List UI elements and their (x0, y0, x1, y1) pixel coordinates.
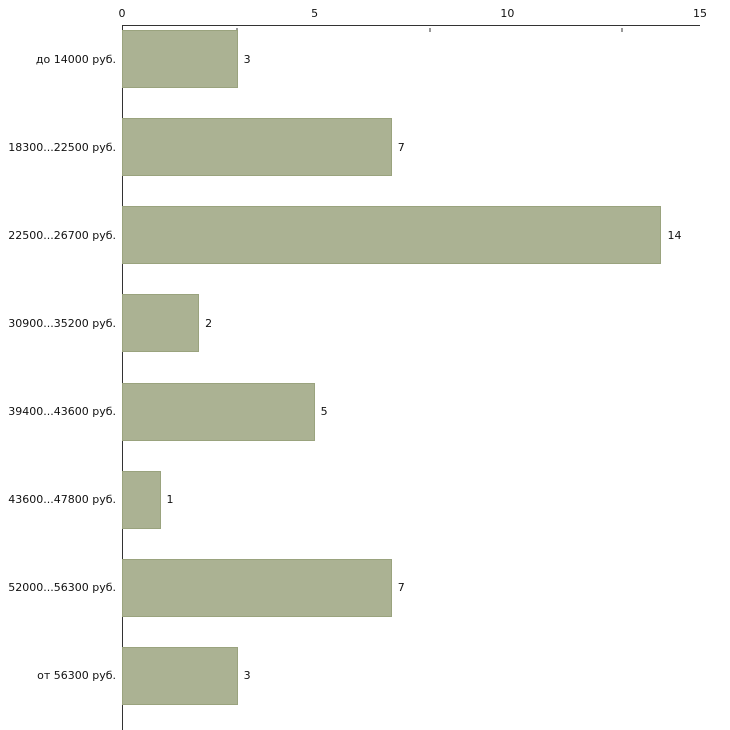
bar-row-line: до 14000 руб. 3 (0, 30, 700, 88)
value-label: 2 (205, 316, 213, 330)
category-label: до 14000 руб. (35, 52, 116, 66)
value-label: 14 (667, 228, 682, 242)
bar-area: 5 (122, 382, 700, 441)
category-label: 39400...43600 руб. (8, 405, 116, 418)
chart-row: 22500...26700 руб. 14 (0, 201, 700, 289)
x-tick-label: 15 (693, 7, 707, 20)
bar-row-line: 52000...56300 руб. 7 (0, 558, 700, 617)
bar-row-line: 18300...22500 руб. 7 (0, 118, 700, 177)
bar (122, 558, 392, 617)
bar-row-line: от 56300 руб. 3 (0, 646, 700, 705)
bar-row-line: 22500...26700 руб. 14 (0, 206, 700, 265)
x-tick-mark (429, 28, 431, 32)
y-axis-line (122, 25, 123, 730)
bar (122, 646, 238, 705)
chart-rows: до 14000 руб. 3 18300...22500 руб. 7 22500..… (0, 25, 700, 730)
value-label: 7 (397, 581, 405, 595)
x-axis-tick-labels: 0 5 10 15 (118, 7, 707, 32)
category-label: 43600...47800 руб. (8, 493, 116, 507)
category-label: 52000...56300 руб. (8, 581, 116, 595)
value-label: 7 (397, 140, 405, 154)
bar-area: 3 (122, 30, 700, 88)
category-label: от 56300 руб. (37, 669, 116, 683)
chart-row: 39400...43600 руб. 5 (0, 378, 700, 466)
chart-row: 30900...35200 руб. 2 (0, 289, 700, 377)
bar-row-line: 39400...43600 руб. 5 (0, 382, 700, 441)
chart-row: 43600...47800 руб. 1 (0, 466, 700, 554)
x-axis-line (122, 25, 700, 26)
bar (122, 118, 392, 177)
bar-area: 7 (122, 118, 700, 177)
category-label: 30900...35200 руб. (8, 316, 116, 330)
bar (122, 382, 315, 441)
chart-row: от 56300 руб. 3 (0, 642, 700, 730)
category-label: 18300...22500 руб. (8, 140, 116, 154)
bar-area: 7 (122, 558, 700, 617)
bar-area: 3 (122, 646, 700, 705)
chart-row: 18300...22500 руб. 7 (0, 113, 700, 201)
chart-row: 52000...56300 руб. 7 (0, 554, 700, 642)
x-tick-label: 10 (500, 7, 515, 20)
x-tick-label: 5 (311, 7, 319, 20)
value-label: 3 (243, 669, 251, 683)
bar-area: 2 (122, 294, 700, 353)
bar (122, 294, 200, 353)
bar-area: 1 (122, 470, 700, 529)
bar-row-line: 30900...35200 руб. 2 (0, 294, 700, 353)
bar (122, 470, 161, 529)
bar (122, 30, 238, 88)
value-label: 1 (166, 493, 174, 507)
category-label: 22500...26700 руб. (8, 228, 116, 242)
bar-area: 14 (122, 206, 700, 265)
value-label: 3 (243, 52, 251, 66)
x-tick-mark (621, 28, 623, 32)
bar-row-line: 43600...47800 руб. 1 (0, 470, 700, 529)
value-label: 5 (320, 405, 328, 418)
chart-row: до 14000 руб. 3 (0, 25, 700, 113)
x-tick-label: 0 (118, 7, 126, 20)
bar (122, 206, 662, 265)
